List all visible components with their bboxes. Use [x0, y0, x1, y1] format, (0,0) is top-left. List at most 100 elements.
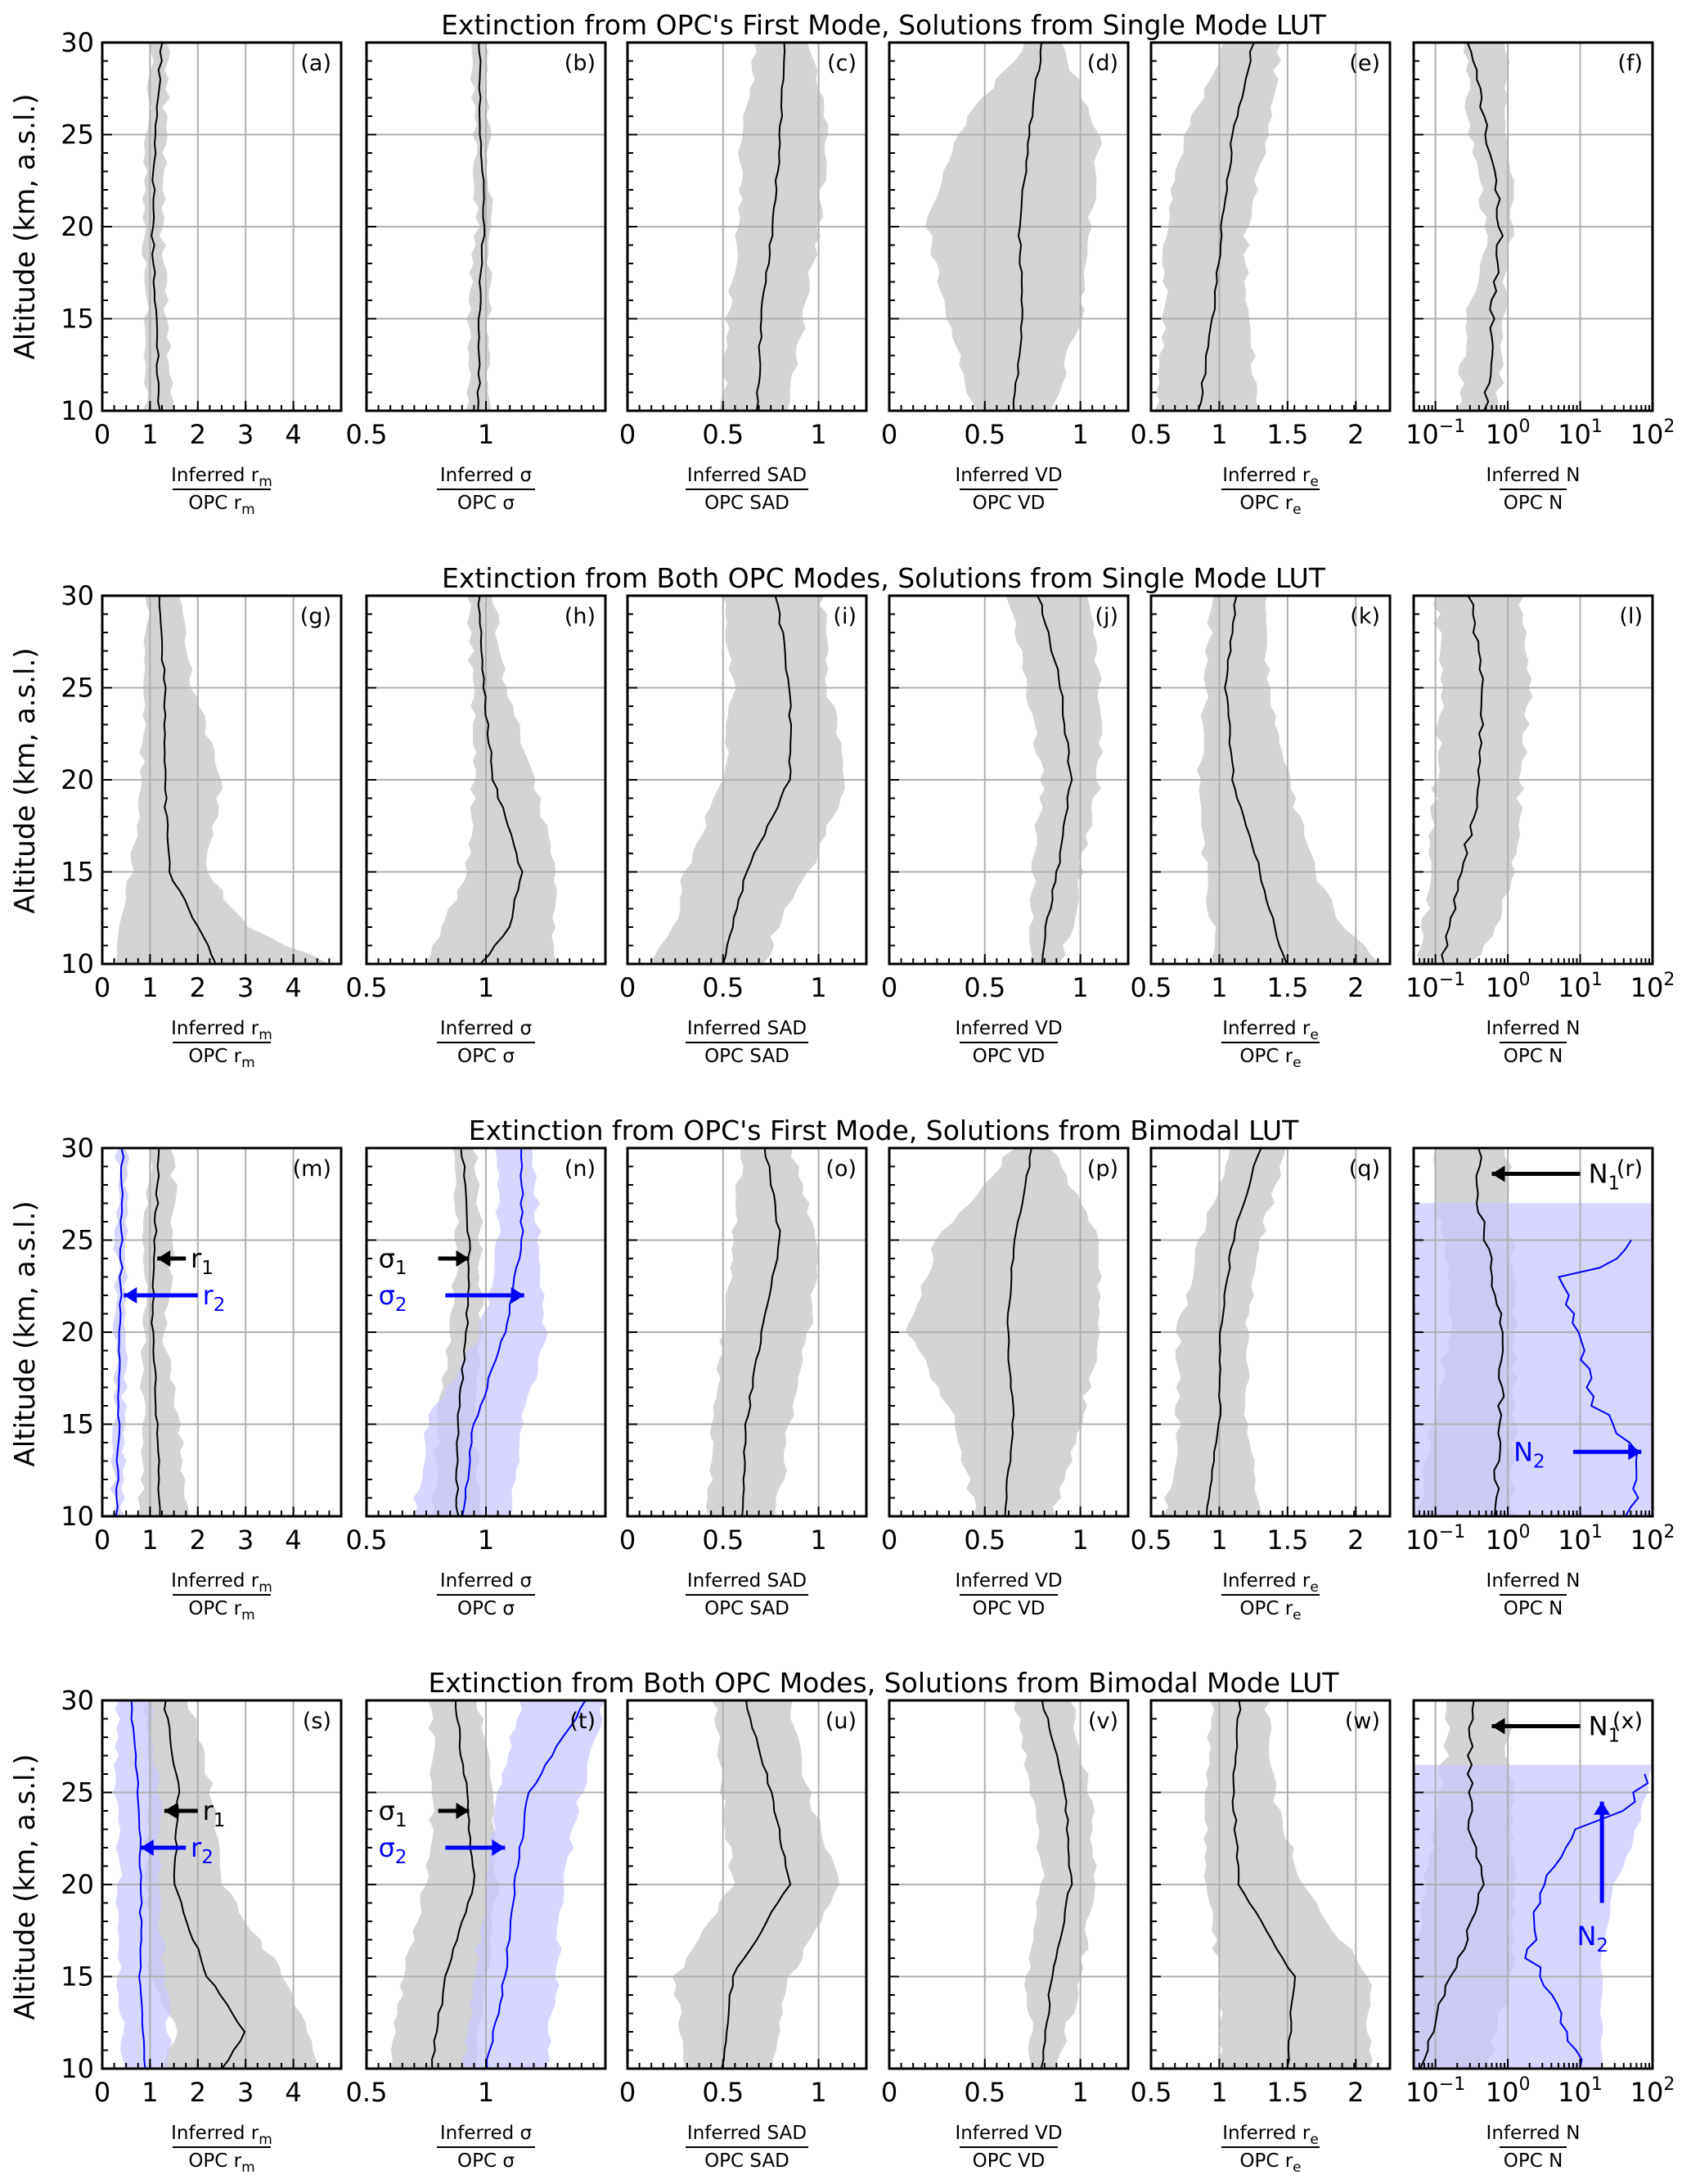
x-label-denominator: OPC σ	[457, 493, 515, 514]
median-line	[741, 1148, 781, 1516]
y-tick-label: 10	[61, 948, 94, 979]
annotation-subscript: 1	[201, 1258, 214, 1279]
x-label-denominator: OPC SAD	[704, 1598, 789, 1619]
annotation-subscript: 1	[1608, 1173, 1621, 1195]
mode2-line	[130, 1700, 146, 2069]
x-tick-label: 0	[881, 1524, 897, 1556]
x-tick-label: 1	[1072, 1524, 1088, 1556]
x-tick-label: 0.5	[346, 2077, 388, 2108]
mode2-line	[461, 1148, 524, 1516]
x-tick-label: 0.5	[346, 1524, 388, 1556]
panel-tag: (n)	[564, 1156, 596, 1182]
tick-exponent: −1	[1439, 1522, 1465, 1542]
x-label-numerator: Inferred VD	[955, 465, 1062, 486]
panel-tag: (a)	[300, 51, 331, 76]
median-line	[1040, 1700, 1073, 2069]
annotation-subscript: 2	[1533, 1451, 1545, 1472]
x-label-numerator: Inferred rm	[171, 1570, 272, 1596]
tick-exponent: 1	[1591, 1522, 1603, 1542]
tick-exponent: −1	[1439, 417, 1465, 437]
x-label-numerator: Inferred re	[1222, 1018, 1319, 1043]
x-tick-label: 101	[1558, 1522, 1603, 1556]
plot-area	[1151, 596, 1390, 964]
x-tick-label: 100	[1486, 970, 1531, 1003]
panel-tag: (k)	[1350, 604, 1380, 629]
x-tick-label: 0	[619, 2077, 636, 2108]
x-label-denominator: OPC N	[1504, 1046, 1563, 1067]
denominator-subscript: m	[241, 502, 255, 518]
x-tick-label: 2	[190, 1524, 206, 1556]
y-tick-label: 30	[61, 27, 94, 58]
y-tick-label: 15	[61, 1409, 94, 1440]
plot-area	[1414, 1700, 1653, 2069]
x-tick-label: 2	[1347, 972, 1364, 1003]
x-tick-label: 1	[810, 419, 826, 450]
denominator-subscript: e	[1293, 2159, 1301, 2176]
panel-tag: (e)	[1349, 51, 1380, 76]
y-tick-label: 15	[61, 1961, 94, 1993]
x-tick-label: 1	[1211, 972, 1227, 1003]
plot-area	[102, 1700, 341, 2069]
tick-exponent: 0	[1518, 970, 1530, 990]
x-tick-label: 0.5	[702, 1524, 744, 1556]
plot-area	[889, 1148, 1128, 1516]
x-label-numerator: Inferred VD	[955, 1018, 1062, 1039]
x-tick-label: 0	[881, 2077, 897, 2108]
x-tick-label: 1	[478, 419, 494, 450]
y-tick-label: 10	[61, 2053, 94, 2084]
annotation-arrow-head	[1594, 1801, 1611, 1815]
x-tick-label: 1	[810, 2077, 826, 2108]
median-line	[1012, 43, 1043, 411]
annotation-σ1: σ1	[379, 1243, 470, 1279]
plot-area	[627, 1700, 866, 2069]
x-label-numerator: Inferred VD	[955, 2123, 1062, 2144]
annotation-label: r2	[203, 1280, 226, 1316]
x-tick-label: 0	[881, 972, 897, 1003]
panel-tag: (o)	[825, 1156, 857, 1182]
panel-tag: (x)	[1612, 1709, 1643, 1734]
x-tick-label: 1	[142, 972, 158, 1003]
tick-exponent: −1	[1439, 2074, 1465, 2095]
panel-tag: (d)	[1087, 51, 1118, 76]
x-tick-label: 100	[1486, 417, 1531, 450]
median-line	[721, 1700, 792, 2069]
y-tick-label: 30	[61, 1685, 94, 1716]
median-line	[1231, 1700, 1297, 2069]
annotation-subscript: 1	[214, 1810, 226, 1831]
y-tick-label: 10	[61, 1501, 94, 1532]
x-tick-label: 102	[1630, 970, 1675, 1003]
x-tick-label: 1	[142, 1524, 158, 1556]
plot-area	[102, 596, 341, 964]
x-tick-label: 0	[94, 972, 110, 1003]
x-label-numerator: Inferred σ	[440, 465, 532, 486]
x-tick-label: 10−1	[1405, 1522, 1465, 1556]
x-tick-label: 1	[478, 972, 494, 1003]
annotation-label: σ2	[379, 1832, 407, 1868]
x-tick-label: 0	[619, 972, 636, 1003]
y-tick-label: 10	[61, 395, 94, 426]
x-tick-label: 1	[478, 2077, 494, 2108]
annotation-arrow-head	[164, 1803, 178, 1819]
x-tick-label: 1	[1211, 1524, 1227, 1556]
annotation-arrow-head	[157, 1250, 171, 1267]
x-tick-label: 2	[190, 419, 206, 450]
x-label-denominator: OPC SAD	[704, 2150, 789, 2172]
x-label-denominator: OPC SAD	[704, 493, 789, 514]
x-tick-label: 1.5	[1266, 972, 1308, 1003]
annotation-subscript: 1	[395, 1258, 407, 1279]
x-label-denominator: OPC re	[1239, 493, 1301, 518]
annotation-label: N1	[1589, 1159, 1621, 1195]
median-line	[1475, 1148, 1505, 1516]
tick-exponent: 0	[1518, 1522, 1530, 1542]
annotation-subscript: 2	[395, 1295, 407, 1316]
mode2-line	[1557, 1239, 1639, 1516]
row-title-2: Extinction from Both OPC Modes, Solution…	[442, 562, 1326, 594]
median-line	[1466, 43, 1504, 411]
x-label-numerator: Inferred rm	[171, 465, 272, 490]
y-axis-label-4: Altitude (km, a.s.l.)	[9, 1754, 42, 2020]
x-label-numerator: Inferred re	[1222, 2123, 1319, 2148]
